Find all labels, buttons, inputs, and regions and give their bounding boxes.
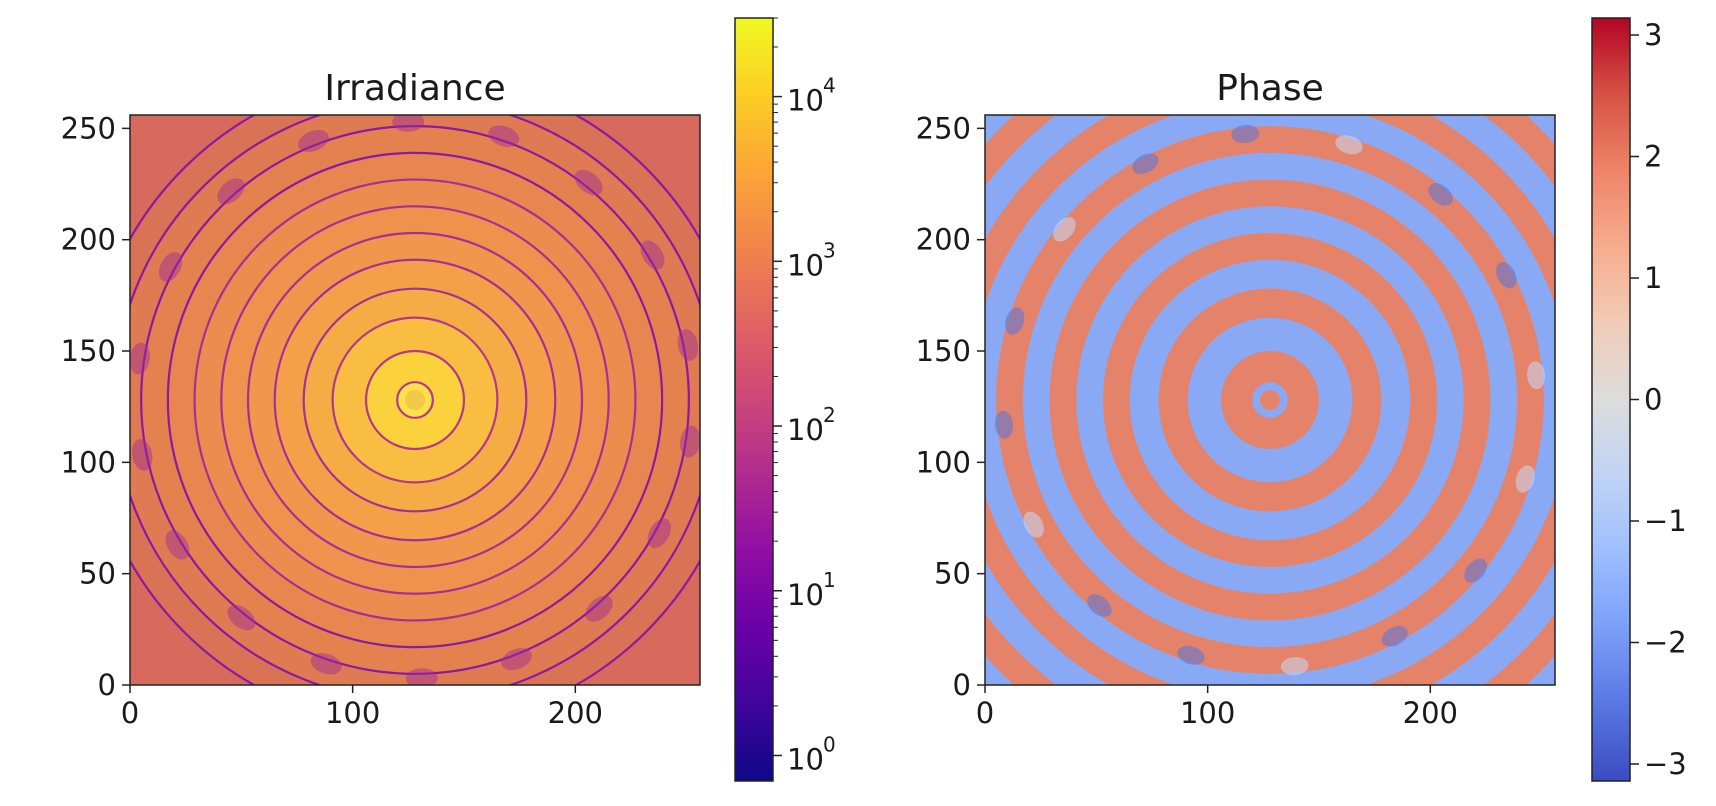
phase-colorbar-tick-label: −2: [1644, 625, 1687, 659]
phase-edge-mottle: [1005, 307, 1025, 335]
irradiance-dark-ring: [302, 287, 528, 513]
irradiance-edge-mottle: [165, 530, 190, 560]
irradiance-dark-ring: [220, 205, 610, 595]
irradiance-axes-frame: [129, 114, 701, 686]
irradiance-x-tick-label: 0: [121, 696, 139, 730]
irradiance-edge-mottle: [298, 129, 329, 152]
phase-colorbar-tick-label: 2: [1644, 140, 1662, 174]
irradiance-edge-mottle: [574, 169, 603, 196]
irradiance-y-tick-label: 0: [98, 668, 116, 702]
irradiance-colorbar-tick-exponent: 1: [823, 568, 836, 592]
phase-axes: 0 100 200 0 50 100 150 200 250: [916, 111, 1458, 730]
phase-edge-mottle: [1335, 135, 1363, 155]
phase-y-tick-label: 150: [916, 334, 971, 368]
irradiance-dark-ring: [396, 381, 434, 419]
irradiance-edge-mottle: [310, 653, 342, 675]
phase-y-tick-label: 250: [916, 111, 971, 145]
phase-x-tick-label: 200: [1403, 696, 1458, 730]
irradiance-edge-mottle: [585, 595, 613, 622]
irradiance-dark-ring: [331, 316, 499, 484]
irradiance-edge-mottle: [130, 342, 150, 375]
phase-edge-mottle: [1023, 511, 1044, 538]
irradiance-edge-mottle: [405, 668, 438, 685]
irradiance-colorbar-tick-base: 10: [787, 578, 824, 612]
phase-edge-mottle: [1496, 262, 1517, 289]
irradiance-dark-ring: [166, 151, 664, 649]
irradiance-colorbar-frame: [734, 17, 774, 782]
irradiance-edge-mottle: [680, 425, 700, 458]
phase-colorbar-gradient: [1592, 18, 1630, 781]
phase-colorbar-tick-label: −1: [1644, 504, 1687, 538]
irradiance-colorbar-tick-base: 10: [787, 413, 824, 447]
phase-edge-mottle: [1132, 153, 1159, 174]
irradiance-x-tick-label: 200: [548, 696, 603, 730]
phase-edge-mottle: [1087, 594, 1112, 617]
phase-colorbar-tick-label: 1: [1644, 261, 1662, 295]
irradiance-dark-ring: [140, 125, 690, 675]
irradiance-colorbar-gradient: [735, 18, 773, 781]
irradiance-edge-mottle: [677, 329, 699, 361]
irradiance-x-tick-label: 100: [325, 696, 380, 730]
phase-x-tick-label: 100: [1180, 696, 1235, 730]
phase-edge-mottle: [1231, 124, 1260, 144]
irradiance-y-tick-label: 100: [61, 445, 116, 479]
irradiance-y-tick-label: 150: [61, 334, 116, 368]
irradiance-colorbar-tick-base: 10: [787, 742, 824, 776]
phase-colorbar-ticks: 3 2 1 0 −1 −2 −3: [1630, 18, 1687, 781]
irradiance-colorbar-tick-base: 10: [787, 84, 824, 118]
phase-edge-mottle: [1464, 558, 1487, 583]
phase-colorbar-tick-label: 0: [1644, 383, 1662, 417]
phase-title: Phase: [1216, 68, 1324, 109]
irradiance-edge-mottle: [131, 439, 153, 471]
phase-x-tick-label: 0: [976, 696, 994, 730]
phase-axes-frame: [984, 114, 1556, 686]
phase-panel: Phase 0 100 200 0 50 100 150 200 250: [916, 68, 1556, 730]
phase-edge-mottle: [1177, 645, 1205, 665]
phase-y-tick-label: 200: [916, 223, 971, 257]
irradiance-colorbar-tick-base: 10: [787, 248, 824, 282]
irradiance-colorbar-tick-exponent: 4: [823, 74, 836, 98]
irradiance-dark-ring: [273, 258, 557, 542]
irradiance-title: Irradiance: [324, 68, 505, 109]
phase-edge-mottle: [1526, 361, 1546, 390]
irradiance-edge-mottle: [488, 125, 520, 147]
phase-center-spot: [1259, 389, 1281, 411]
phase-colorbar-tick-label: 3: [1644, 18, 1662, 52]
irradiance-edge-mottle: [158, 251, 183, 282]
irradiance-edge-mottle: [227, 604, 256, 631]
irradiance-edge-mottle: [501, 648, 532, 671]
irradiance-edge-mottle: [640, 240, 665, 270]
irradiance-dark-ring: [364, 349, 466, 451]
phase-colorbar: 3 2 1 0 −1 −2 −3: [1591, 17, 1687, 782]
phase-edge-mottle: [1053, 217, 1076, 242]
irradiance-panel: Irradiance 0 100 200 0 50 100 150 200 250: [61, 68, 701, 730]
phase-y-tick-label: 0: [953, 668, 971, 702]
phase-edge-mottle: [994, 410, 1014, 439]
irradiance-y-tick-label: 50: [79, 557, 116, 591]
irradiance-y-tick-label: 200: [61, 223, 116, 257]
irradiance-dark-ring: [193, 178, 637, 622]
phase-edge-mottle: [1515, 465, 1535, 493]
irradiance-colorbar-tick-exponent: 2: [823, 403, 836, 427]
phase-colorbar-tick-label: −3: [1644, 747, 1687, 781]
phase-edge-mottle: [1280, 656, 1309, 676]
phase-edge-mottle: [1381, 626, 1408, 647]
irradiance-y-tick-label: 250: [61, 111, 116, 145]
phase-y-tick-label: 50: [934, 557, 971, 591]
irradiance-edge-mottle: [217, 178, 245, 205]
irradiance-image: [130, 115, 700, 685]
irradiance-edge-mottle: [392, 115, 425, 132]
irradiance-center-spot: [404, 389, 426, 411]
phase-y-tick-label: 100: [916, 445, 971, 479]
irradiance-axes: 0 100 200 0 50 100 150 200 250: [61, 111, 603, 730]
irradiance-edge-mottle: [647, 518, 672, 549]
phase-edge-mottle: [1428, 183, 1453, 206]
irradiance-colorbar-tick-exponent: 0: [823, 732, 836, 756]
phase-image: [985, 115, 1555, 685]
irradiance-dark-ring: [246, 231, 584, 569]
irradiance-colorbar-tick-exponent: 3: [823, 238, 836, 262]
